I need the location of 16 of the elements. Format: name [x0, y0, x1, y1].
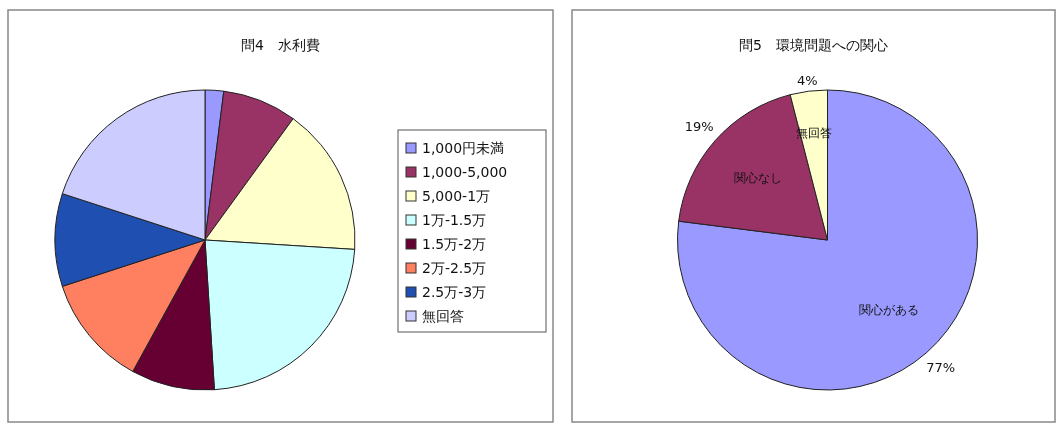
slice-label: 関心がある [859, 302, 919, 317]
pie-slice [677, 89, 978, 391]
legend-label: 5,000-1万 [422, 188, 491, 204]
legend-label: 1万-1.5万 [422, 212, 487, 228]
legend-label: 1,000-5,000 [422, 164, 508, 180]
legend-label: 無回答 [422, 308, 464, 324]
legend-label: 2万-2.5万 [422, 260, 487, 276]
data-label: 77% [926, 360, 956, 376]
legend-label: 1.5万-2万 [422, 236, 487, 252]
chart-title: 問5 環境問題への関心 [739, 37, 888, 53]
legend-label: 1,000円未満 [422, 140, 505, 156]
data-label: 19% [684, 118, 714, 134]
data-label: 4% [797, 72, 818, 88]
chart-title: 問4 水利費 [241, 37, 320, 53]
legend-label: 2.5万-3万 [422, 284, 487, 300]
slice-label: 関心なし [733, 171, 782, 186]
